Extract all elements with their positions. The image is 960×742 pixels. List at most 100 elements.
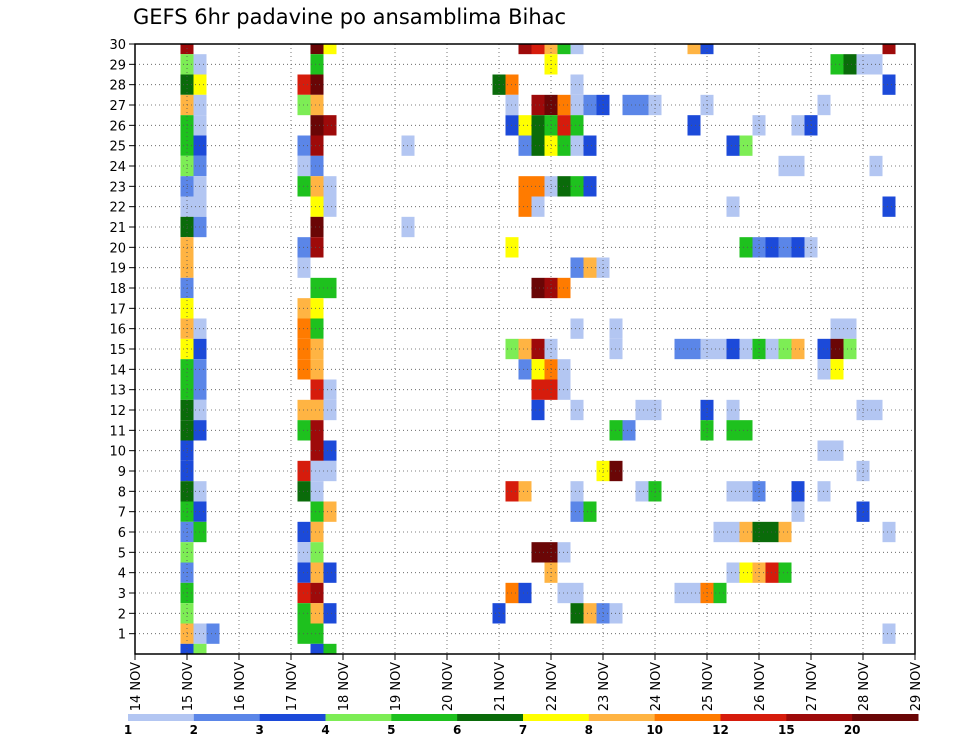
heatmap-cell bbox=[310, 237, 324, 258]
y-tick-label: 1 bbox=[118, 628, 126, 643]
colorbar-label: 2 bbox=[190, 723, 198, 737]
colorbar-label: 1 bbox=[124, 723, 132, 737]
colorbar-label: 12 bbox=[712, 723, 729, 737]
heatmap-cell bbox=[531, 115, 545, 136]
colorbar-swatch bbox=[193, 714, 261, 721]
heatmap-cell bbox=[310, 359, 324, 380]
heatmap-cell bbox=[635, 481, 649, 502]
colorbar-label: 10 bbox=[646, 723, 663, 737]
x-tick-label: 16 NOV bbox=[233, 662, 248, 711]
heatmap-cell bbox=[830, 359, 844, 380]
heatmap-cell bbox=[687, 115, 701, 136]
heatmap-cell bbox=[882, 196, 896, 217]
heatmap-cell bbox=[687, 338, 701, 360]
heatmap-cell bbox=[791, 481, 805, 502]
heatmap-cell bbox=[531, 277, 545, 299]
y-tick-label: 6 bbox=[118, 526, 126, 541]
heatmap-cell bbox=[310, 135, 324, 156]
heatmap-cell bbox=[310, 542, 324, 563]
y-tick-label: 30 bbox=[109, 38, 126, 53]
heatmap-cell bbox=[310, 196, 324, 217]
colorbar-label: 8 bbox=[585, 723, 593, 737]
colorbar-swatch bbox=[259, 714, 326, 721]
heatmap-cell bbox=[544, 44, 558, 55]
heatmap-cell bbox=[518, 582, 532, 604]
heatmap-cell bbox=[843, 318, 857, 339]
x-tick-label: 25 NOV bbox=[701, 662, 716, 711]
y-tick-label: 7 bbox=[118, 506, 126, 521]
heatmap-cell bbox=[310, 298, 324, 319]
heatmap-cell bbox=[778, 338, 792, 360]
heatmap-cell bbox=[518, 338, 532, 360]
y-tick-label: 24 bbox=[109, 160, 126, 175]
heatmap-cell bbox=[206, 623, 220, 644]
heatmap-cell bbox=[570, 582, 584, 604]
heatmap-cell bbox=[583, 135, 597, 156]
y-tick-label: 8 bbox=[118, 485, 126, 500]
y-tick-label: 22 bbox=[109, 201, 126, 216]
colorbar-swatch bbox=[720, 714, 787, 721]
heatmap-cell bbox=[531, 176, 545, 197]
heatmap-cell bbox=[583, 501, 597, 522]
colorbar-swatch bbox=[128, 714, 195, 721]
heatmap-cell bbox=[323, 196, 337, 217]
heatmap-cell bbox=[739, 481, 753, 502]
y-tick-label: 20 bbox=[109, 241, 126, 256]
colorbar-swatch bbox=[457, 714, 524, 721]
colorbar-label: 15 bbox=[778, 723, 795, 737]
chart-title: GEFS 6hr padavine po ansamblima Bihac bbox=[133, 5, 566, 29]
heatmap-cell bbox=[622, 94, 636, 116]
heatmap-cell bbox=[830, 318, 844, 339]
heatmap-cell bbox=[882, 74, 896, 95]
x-tick-label: 27 NOV bbox=[805, 662, 820, 711]
heatmap-cell bbox=[570, 44, 584, 55]
heatmap-cell bbox=[310, 155, 324, 177]
heatmap-cell bbox=[531, 196, 545, 217]
y-tick-label: 15 bbox=[109, 343, 126, 358]
x-tick-label: 26 NOV bbox=[753, 662, 768, 711]
heatmap-cell bbox=[531, 44, 545, 55]
colorbar-swatch bbox=[391, 714, 458, 721]
y-tick-label: 12 bbox=[109, 404, 126, 419]
heatmap-cell bbox=[739, 237, 753, 258]
heatmap-cell bbox=[310, 338, 324, 360]
heatmap-cell bbox=[791, 155, 805, 177]
heatmap-cell bbox=[570, 74, 584, 95]
heatmap-cell bbox=[518, 44, 532, 55]
colorbar-swatch bbox=[654, 714, 721, 721]
heatmap-cell bbox=[531, 542, 545, 563]
heatmap-cell bbox=[778, 521, 792, 543]
heatmap-cell bbox=[726, 420, 740, 441]
colorbar-swatch bbox=[852, 714, 919, 721]
colorbar-label: 5 bbox=[387, 723, 395, 737]
heatmap-cell bbox=[739, 420, 753, 441]
heatmap-cell bbox=[310, 460, 324, 482]
x-tick-label: 14 NOV bbox=[129, 662, 144, 711]
heatmap-cell bbox=[843, 54, 857, 75]
heatmap-cell bbox=[778, 237, 792, 258]
heatmap-cell bbox=[570, 603, 584, 624]
heatmap-cell bbox=[570, 501, 584, 522]
heatmap-cell bbox=[882, 521, 896, 543]
heatmap-cell bbox=[323, 603, 337, 624]
heatmap-cell bbox=[310, 54, 324, 75]
heatmap-cell bbox=[310, 277, 324, 299]
colorbar-swatch bbox=[588, 714, 656, 721]
heatmap-cell bbox=[739, 135, 753, 156]
heatmap-cell bbox=[310, 115, 324, 136]
colorbar-swatch bbox=[325, 714, 392, 721]
heatmap-cell bbox=[687, 44, 701, 55]
heatmap-cell bbox=[518, 481, 532, 502]
heatmap-cell bbox=[323, 379, 337, 400]
y-tick-label: 14 bbox=[109, 363, 126, 378]
heatmap-cell bbox=[726, 135, 740, 156]
heatmap-cell bbox=[180, 44, 194, 55]
heatmap-cell bbox=[323, 440, 337, 461]
heatmap-cell bbox=[570, 94, 584, 116]
heatmap-cell bbox=[310, 501, 324, 522]
heatmap-cells bbox=[180, 44, 896, 654]
heatmap-cell bbox=[635, 94, 649, 116]
x-axis: 14 NOV 15 NOV 16 NOV 17 NOV 18 NOV 19 NOV 20 N… bbox=[129, 654, 924, 711]
heatmap-cell bbox=[310, 481, 324, 502]
heatmap-cell bbox=[778, 562, 792, 583]
